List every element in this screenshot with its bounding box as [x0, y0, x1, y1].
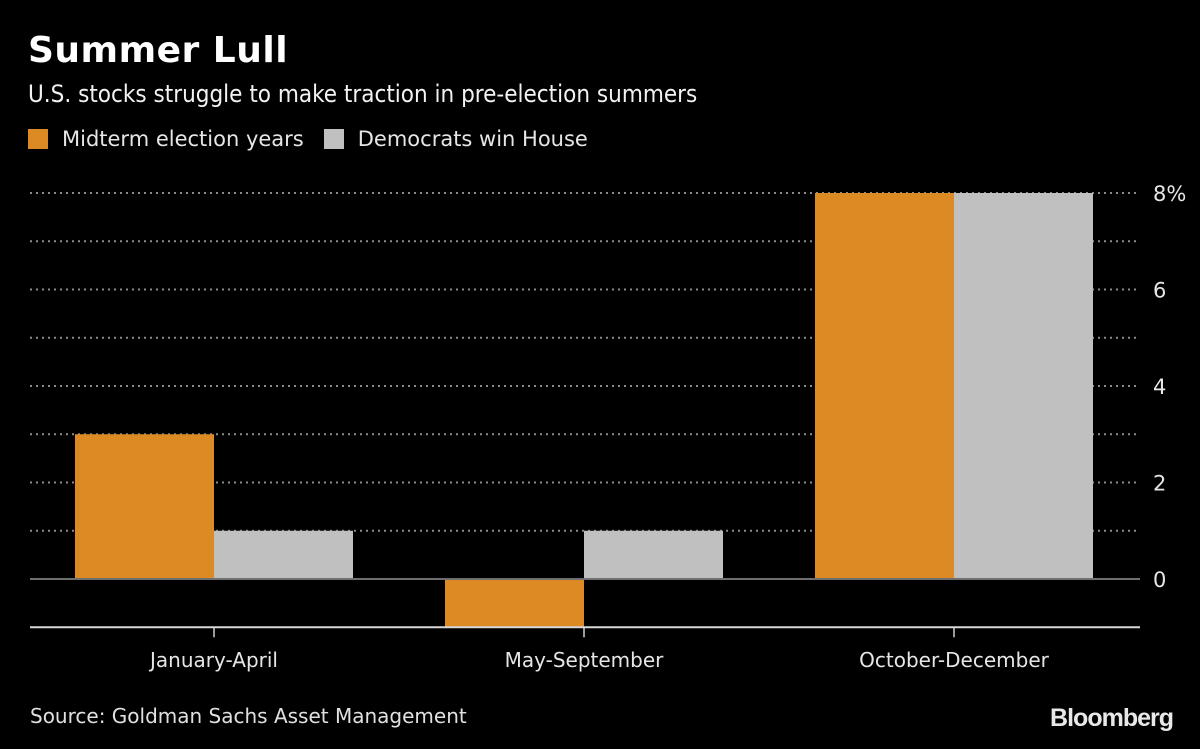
- y-tick-label: 2: [1153, 472, 1166, 496]
- bloomberg-logo: Bloomberg: [1050, 704, 1174, 732]
- legend-label-midterm: Midterm election years: [62, 127, 304, 151]
- x-tick-label: May-September: [505, 648, 665, 672]
- x-tick-label: October-December: [859, 648, 1049, 672]
- legend-item-midterm: Midterm election years: [28, 127, 304, 151]
- bar-democrats-2: [954, 193, 1093, 579]
- bar-democrats-1: [584, 530, 723, 579]
- chart-title: Summer Lull: [28, 30, 289, 71]
- legend-label-democrats: Democrats win House: [357, 127, 588, 151]
- legend-item-democrats: Democrats win House: [323, 127, 588, 151]
- y-tick-label: 8%: [1153, 182, 1186, 206]
- bar-midterm-1: [445, 579, 584, 628]
- legend: Midterm election years Democrats win Hou…: [28, 127, 608, 151]
- y-tick-label: 0: [1153, 568, 1166, 592]
- bar-midterm-2: [815, 193, 954, 579]
- chart-subtitle: U.S. stocks struggle to make traction in…: [28, 80, 698, 108]
- legend-swatch-midterm: [28, 129, 48, 149]
- source-note: Source: Goldman Sachs Asset Management: [30, 704, 467, 728]
- y-tick-label: 4: [1153, 375, 1166, 399]
- legend-swatch-democrats: [323, 129, 344, 149]
- bar-democrats-0: [214, 530, 353, 579]
- bar-midterm-0: [75, 434, 214, 579]
- x-tick-label: January-April: [148, 648, 278, 672]
- y-tick-label: 6: [1153, 279, 1166, 303]
